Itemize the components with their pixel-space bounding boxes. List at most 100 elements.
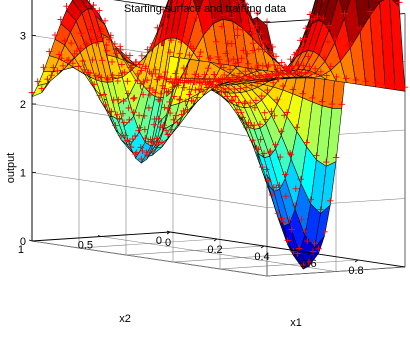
training-marker — [166, 98, 173, 106]
training-marker — [205, 65, 212, 72]
training-marker — [247, 122, 255, 129]
training-marker — [216, 79, 223, 86]
training-marker — [171, 77, 179, 85]
training-marker — [176, 96, 183, 103]
training-marker — [265, 73, 273, 81]
training-marker — [314, 45, 322, 52]
training-marker — [249, 30, 256, 37]
training-marker — [58, 54, 65, 62]
training-marker — [61, 37, 68, 45]
training-marker — [302, 24, 310, 32]
training-marker — [108, 58, 116, 66]
training-marker — [124, 90, 132, 97]
training-marker — [244, 50, 251, 57]
training-marker — [291, 202, 299, 209]
training-marker — [203, 84, 211, 91]
training-marker — [307, 70, 315, 78]
z-axis-label: output — [5, 153, 17, 184]
training-marker — [274, 96, 281, 104]
training-marker — [253, 144, 260, 152]
training-marker — [144, 46, 151, 53]
training-marker — [166, 109, 174, 117]
training-marker — [154, 24, 161, 31]
training-marker — [252, 97, 260, 104]
training-marker — [111, 40, 119, 48]
training-marker — [181, 70, 189, 78]
training-marker — [382, 81, 389, 88]
training-marker — [305, 53, 312, 60]
training-marker — [281, 112, 288, 119]
training-marker — [310, 44, 317, 51]
training-marker — [238, 55, 245, 62]
training-marker — [81, 66, 88, 74]
training-marker — [185, 91, 193, 98]
z-tick-label: 1 — [20, 168, 26, 180]
training-marker — [274, 210, 282, 217]
training-marker — [187, 43, 195, 50]
training-marker — [206, 79, 214, 87]
training-marker — [75, 63, 82, 70]
training-marker — [170, 116, 177, 123]
training-marker — [241, 100, 248, 107]
training-marker — [314, 13, 321, 20]
training-marker — [272, 141, 279, 148]
training-marker — [236, 76, 243, 83]
training-marker — [303, 139, 310, 146]
training-marker — [121, 68, 128, 76]
training-marker — [119, 110, 127, 117]
surface-patch — [339, 0, 351, 19]
training-marker — [272, 53, 280, 60]
training-marker — [175, 82, 182, 89]
x-tick-label: 0.4 — [254, 251, 269, 263]
training-marker — [51, 31, 59, 39]
training-marker — [165, 105, 172, 112]
training-marker — [225, 57, 232, 65]
x-axis-label: x1 — [290, 317, 302, 329]
training-marker — [267, 48, 274, 56]
training-marker — [46, 48, 53, 55]
training-marker — [59, 62, 67, 69]
training-marker — [63, 57, 71, 64]
training-marker — [97, 25, 105, 33]
training-marker — [276, 62, 284, 69]
training-marker — [201, 76, 208, 83]
training-marker — [188, 97, 195, 104]
training-marker — [240, 47, 247, 54]
training-marker — [177, 38, 185, 46]
training-marker — [327, 63, 334, 70]
training-marker — [232, 60, 239, 67]
training-marker — [162, 127, 170, 134]
training-marker — [196, 53, 203, 60]
training-marker — [173, 4, 181, 11]
training-marker — [268, 191, 276, 199]
training-marker — [208, 5, 216, 12]
training-marker — [131, 94, 138, 101]
training-marker — [278, 128, 285, 135]
x-tick-label: 0.8 — [348, 265, 363, 277]
training-marker — [141, 112, 148, 120]
training-marker — [158, 38, 165, 45]
surface-patch — [309, 0, 317, 19]
training-marker — [127, 143, 135, 151]
training-marker — [210, 71, 218, 78]
training-marker — [262, 116, 269, 123]
training-marker — [107, 34, 114, 42]
training-marker — [102, 101, 109, 109]
training-marker — [232, 93, 239, 100]
training-marker — [148, 43, 155, 51]
training-marker — [103, 41, 110, 49]
training-marker — [338, 101, 345, 108]
training-marker — [239, 114, 246, 121]
training-marker — [347, 40, 354, 48]
training-marker — [306, 11, 314, 18]
training-marker — [99, 57, 106, 64]
training-marker — [334, 36, 341, 44]
training-marker — [98, 74, 105, 81]
training-marker — [297, 175, 305, 183]
training-marker — [311, 65, 319, 73]
training-marker — [161, 32, 169, 39]
training-marker — [183, 6, 190, 14]
training-marker — [327, 197, 334, 205]
training-marker — [222, 88, 229, 95]
training-marker — [159, 6, 167, 13]
